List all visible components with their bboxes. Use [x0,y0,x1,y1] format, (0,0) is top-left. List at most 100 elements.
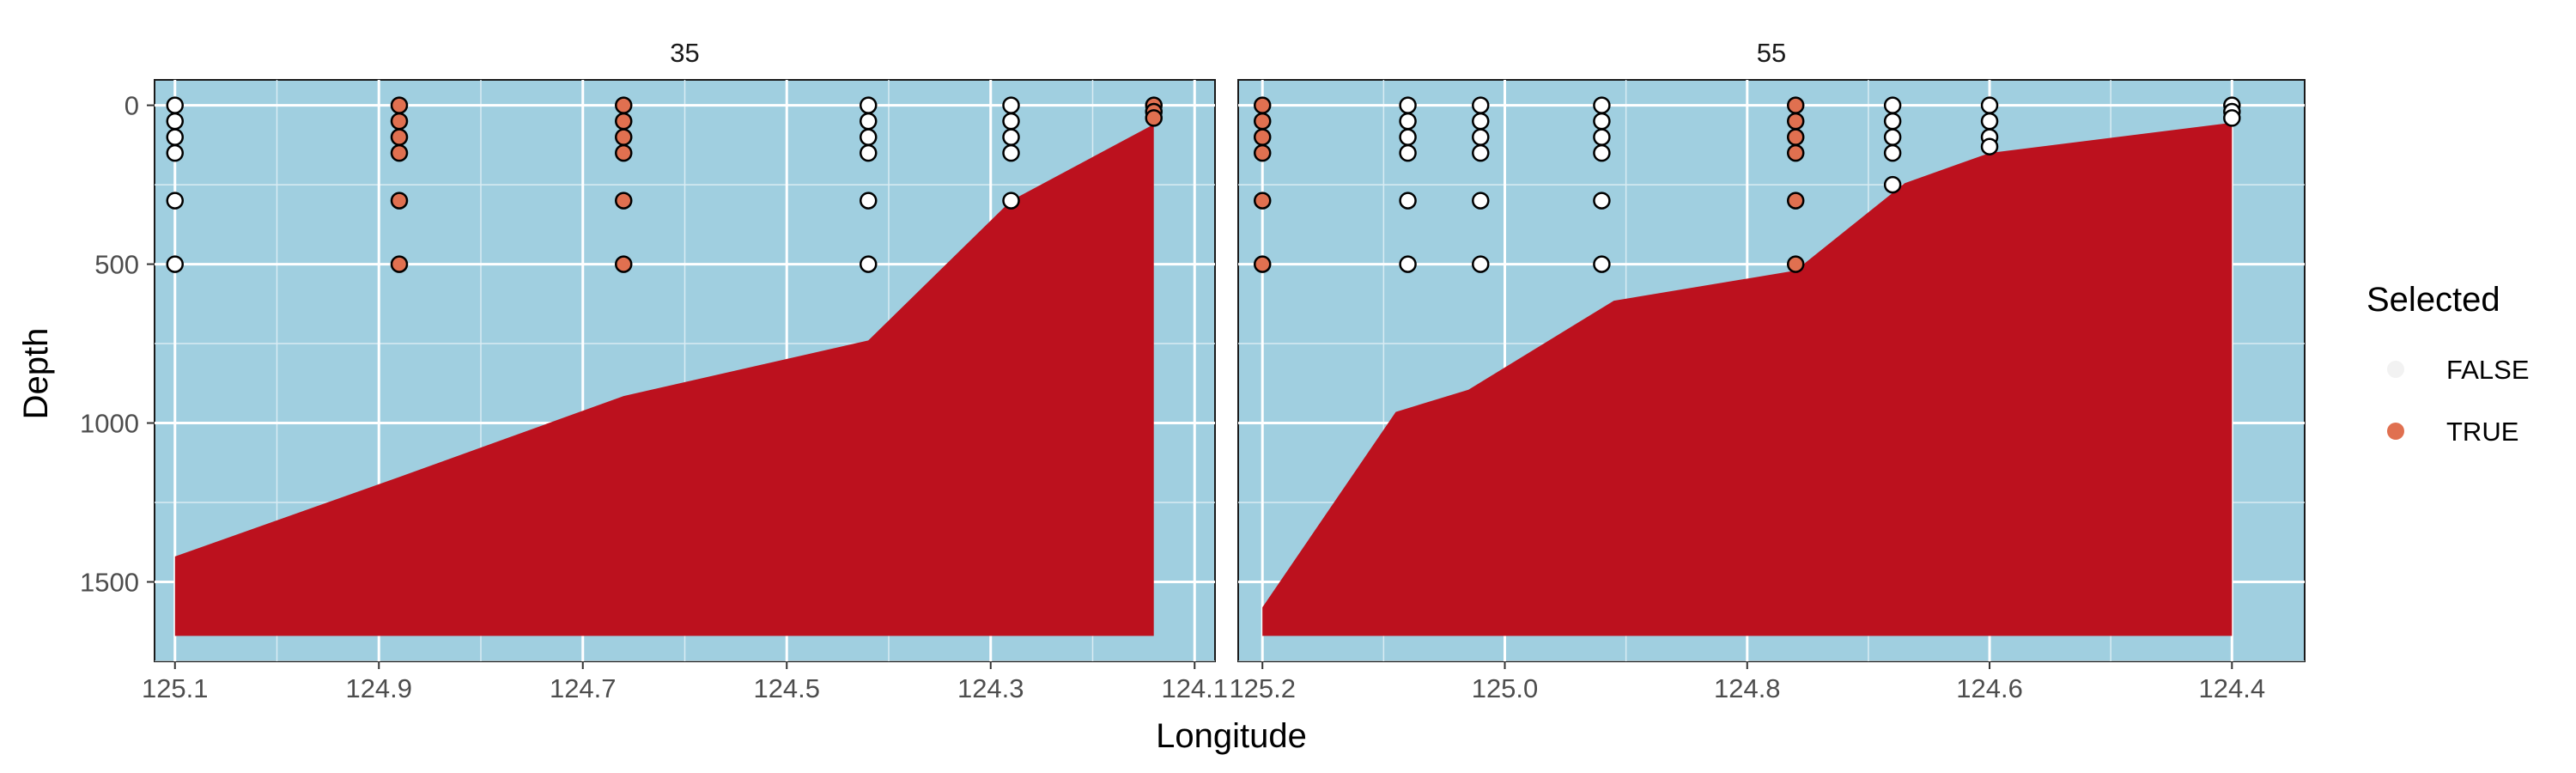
legend-key-true [2387,423,2404,440]
sample-point-selected [1786,128,1805,146]
sample-point-unselected [1399,96,1417,114]
sample-point-unselected [1399,112,1417,131]
sample-point-selected [1253,192,1272,210]
legend: Selected FALSE TRUE [2366,281,2530,447]
sample-point-unselected [1593,128,1611,146]
x-tick-label: 124.7 [550,673,617,703]
sample-point-selected [615,255,633,273]
x-tick-label: 124.8 [1714,673,1781,703]
x-tick-label: 124.4 [2199,673,2266,703]
sample-point-unselected [860,112,878,131]
sample-point-unselected [1883,175,1902,194]
panels-layer: 35 125.1 124.9 124.7 124.5 124.3 124.1 55 125.2 1… [142,38,2306,703]
sample-point-unselected [1472,192,1490,210]
sample-point-unselected [1472,255,1490,273]
x-tick-label: 125.1 [142,673,209,703]
sample-point-selected [1786,112,1805,131]
sample-point-selected [1786,96,1805,114]
sample-point-unselected [1883,143,1902,162]
sample-point-selected [1253,255,1272,273]
sample-point-unselected [166,96,184,114]
sample-point-unselected [860,192,878,210]
legend-key-false [2387,361,2404,378]
bathymetry-area [174,124,1154,636]
sample-point-unselected [166,143,184,162]
sample-point-unselected [1980,137,1999,155]
sample-point-unselected [1399,143,1417,162]
x-tick-label: 124.3 [957,673,1024,703]
x-tick-label: 124.1 [1161,673,1228,703]
sample-point-selected [615,143,633,162]
panel-35: 35 125.1 124.9 124.7 124.5 124.3 124.1 [142,38,1228,703]
sample-point-unselected [1002,192,1020,210]
x-tick-label: 125.0 [1472,673,1539,703]
sample-point-unselected [860,96,878,114]
panel-plot-area [155,80,1215,661]
panel-strip-label: 55 [1757,38,1786,68]
sample-point-selected [615,112,633,131]
sample-point-unselected [1002,96,1020,114]
y-axis-title: Depth [17,328,55,420]
sample-point-selected [390,255,409,273]
sample-point-selected [615,96,633,114]
sample-point-selected [1786,192,1805,210]
x-tick-label: 124.9 [345,673,412,703]
sample-point-unselected [1472,128,1490,146]
sample-point-unselected [166,112,184,131]
y-tick-label: 1000 [80,409,139,439]
sample-point-selected [615,128,633,146]
sample-point-unselected [1399,255,1417,273]
sample-point-unselected [860,255,878,273]
legend-title: Selected [2366,281,2500,319]
sample-point-unselected [1472,112,1490,131]
sample-point-unselected [1883,96,1902,114]
sample-point-unselected [1002,112,1020,131]
sample-point-unselected [1593,112,1611,131]
x-axis-title: Longitude [1156,717,1307,755]
sample-point-selected [1786,143,1805,162]
sample-point-selected [390,112,409,131]
legend-label-false: FALSE [2446,355,2530,385]
sample-point-unselected [166,192,184,210]
sample-point-unselected [2223,109,2241,127]
sample-point-selected [390,192,409,210]
sample-point-unselected [166,255,184,273]
y-tick-label: 500 [94,250,139,280]
sample-point-selected [615,192,633,210]
sample-point-unselected [1980,96,1999,114]
sample-point-selected [1145,109,1163,127]
x-tick-label: 124.5 [753,673,820,703]
sample-point-unselected [1980,112,1999,131]
sample-point-unselected [1399,128,1417,146]
sample-point-unselected [860,128,878,146]
bathymetry-area [1262,122,2233,636]
sample-point-unselected [1593,255,1611,273]
sample-point-unselected [1472,143,1490,162]
sample-point-unselected [166,128,184,146]
sample-point-unselected [1399,192,1417,210]
sample-point-selected [390,128,409,146]
y-tick-label: 1500 [80,568,139,598]
sample-point-selected [1786,255,1805,273]
sample-point-unselected [860,143,878,162]
sample-point-unselected [1002,143,1020,162]
sample-point-selected [390,96,409,114]
panel-55: 55 125.2 125.0 124.8 124.6 124.4 [1229,38,2306,703]
sample-point-unselected [1883,112,1902,131]
y-tick-label: 0 [125,91,139,121]
sample-point-selected [1253,143,1272,162]
sample-point-selected [1253,112,1272,131]
sample-point-unselected [1002,128,1020,146]
sample-point-selected [1253,96,1272,114]
panel-strip-label: 35 [670,38,699,68]
legend-label-true: TRUE [2446,417,2518,447]
sample-point-unselected [1593,143,1611,162]
panel-plot-area [1238,80,2305,661]
sample-point-selected [390,143,409,162]
y-axis: 0 500 1000 1500 [80,91,155,598]
x-tick-label: 124.6 [1956,673,2023,703]
sample-point-unselected [1883,128,1902,146]
sample-point-unselected [1593,96,1611,114]
sample-point-unselected [1472,96,1490,114]
